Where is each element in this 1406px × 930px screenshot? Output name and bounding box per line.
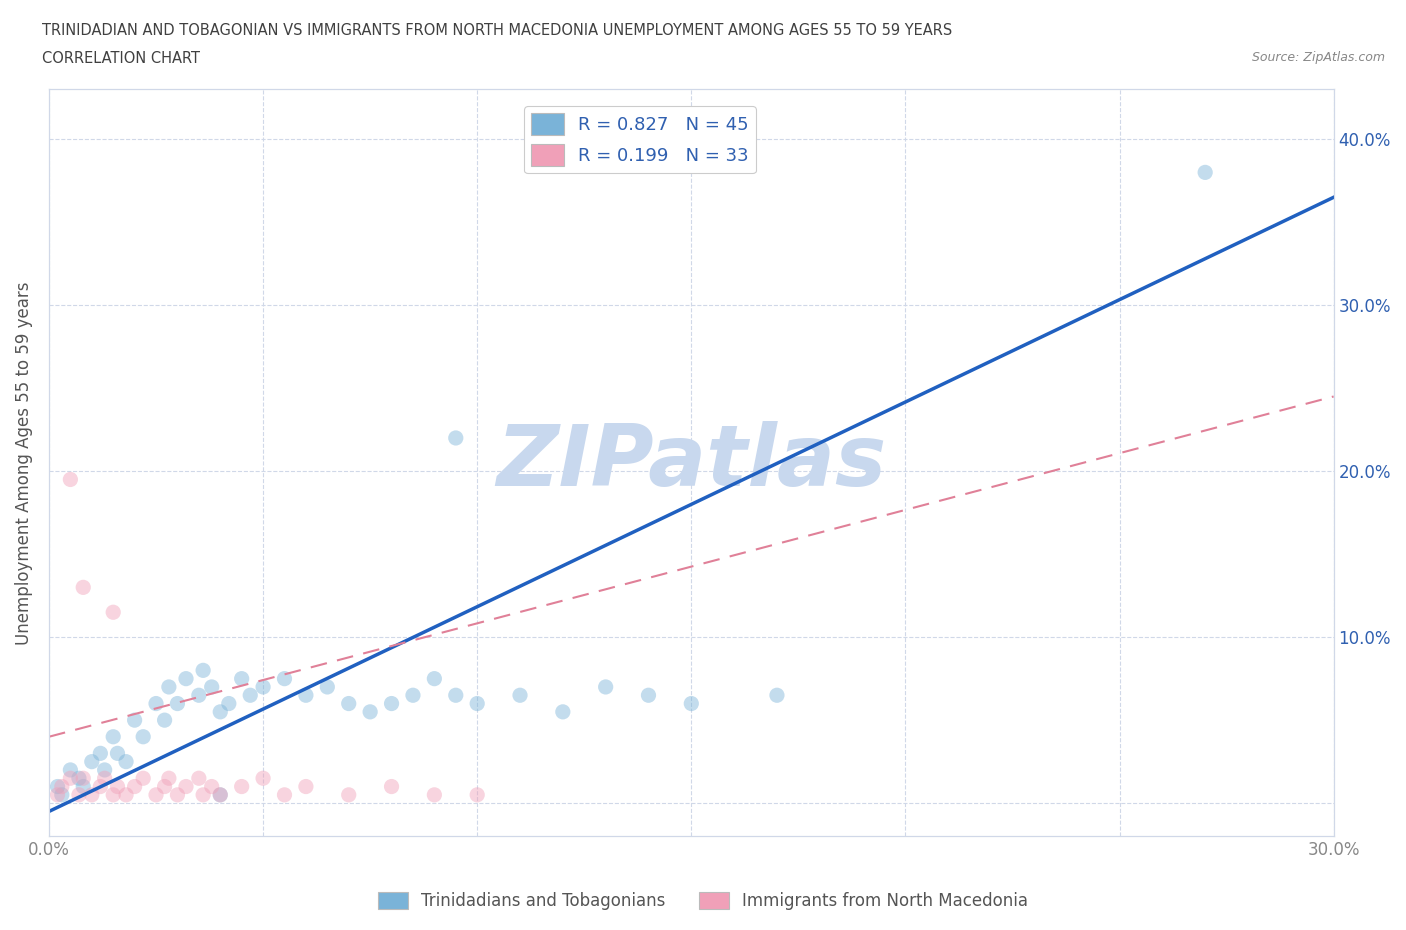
Point: [80, 754, 103, 769]
Point: [166, 697, 188, 711]
Point: [209, 788, 232, 803]
Point: [423, 671, 446, 686]
Point: [637, 688, 659, 703]
Point: [46, 788, 69, 803]
Y-axis label: Unemployment Among Ages 55 to 59 years: Unemployment Among Ages 55 to 59 years: [15, 281, 32, 644]
Point: [93, 771, 115, 786]
Point: [115, 788, 138, 803]
Point: [209, 704, 232, 719]
Point: [103, 788, 125, 803]
Point: [72, 779, 94, 794]
Point: [209, 788, 232, 803]
Point: [337, 788, 360, 803]
Point: [145, 788, 167, 803]
Point: [107, 779, 129, 794]
Point: [218, 697, 240, 711]
Point: [231, 779, 253, 794]
Point: [153, 779, 176, 794]
Point: [51, 779, 73, 794]
Point: [187, 771, 209, 786]
Point: [231, 671, 253, 686]
Point: [51, 788, 73, 803]
Point: [295, 688, 318, 703]
Point: [153, 712, 176, 727]
Text: CORRELATION CHART: CORRELATION CHART: [42, 51, 200, 66]
Point: [551, 704, 574, 719]
Point: [93, 763, 115, 777]
Point: [316, 680, 339, 695]
Point: [124, 779, 146, 794]
Point: [132, 729, 155, 744]
Point: [157, 680, 180, 695]
Point: [157, 771, 180, 786]
Point: [252, 771, 274, 786]
Text: Source: ZipAtlas.com: Source: ZipAtlas.com: [1251, 51, 1385, 64]
Point: [80, 788, 103, 803]
Point: [72, 771, 94, 786]
Point: [1194, 165, 1216, 179]
Legend: Trinidadians and Tobagonians, Immigrants from North Macedonia: Trinidadians and Tobagonians, Immigrants…: [371, 885, 1035, 917]
Point: [595, 680, 617, 695]
Point: [187, 688, 209, 703]
Point: [766, 688, 789, 703]
Point: [46, 779, 69, 794]
Point: [103, 729, 125, 744]
Point: [380, 697, 402, 711]
Point: [402, 688, 425, 703]
Point: [359, 704, 381, 719]
Point: [191, 663, 214, 678]
Point: [103, 604, 125, 619]
Point: [337, 697, 360, 711]
Point: [89, 746, 111, 761]
Point: [509, 688, 531, 703]
Point: [273, 788, 295, 803]
Point: [444, 431, 467, 445]
Point: [59, 763, 82, 777]
Point: [239, 688, 262, 703]
Point: [67, 771, 90, 786]
Point: [252, 680, 274, 695]
Legend: R = 0.827   N = 45, R = 0.199   N = 33: R = 0.827 N = 45, R = 0.199 N = 33: [524, 106, 756, 173]
Point: [174, 779, 197, 794]
Point: [67, 788, 90, 803]
Point: [465, 697, 488, 711]
Point: [89, 779, 111, 794]
Text: ZIPatlas: ZIPatlas: [496, 421, 886, 504]
Point: [115, 754, 138, 769]
Point: [201, 680, 224, 695]
Point: [124, 712, 146, 727]
Point: [423, 788, 446, 803]
Point: [174, 671, 197, 686]
Point: [681, 697, 703, 711]
Point: [72, 580, 94, 595]
Point: [295, 779, 318, 794]
Point: [166, 788, 188, 803]
Point: [132, 771, 155, 786]
Point: [107, 746, 129, 761]
Point: [380, 779, 402, 794]
Point: [273, 671, 295, 686]
Point: [59, 472, 82, 487]
Point: [59, 771, 82, 786]
Text: TRINIDADIAN AND TOBAGONIAN VS IMMIGRANTS FROM NORTH MACEDONIA UNEMPLOYMENT AMONG: TRINIDADIAN AND TOBAGONIAN VS IMMIGRANTS…: [42, 23, 952, 38]
Point: [201, 779, 224, 794]
Point: [465, 788, 488, 803]
Point: [444, 688, 467, 703]
Point: [191, 788, 214, 803]
Point: [145, 697, 167, 711]
